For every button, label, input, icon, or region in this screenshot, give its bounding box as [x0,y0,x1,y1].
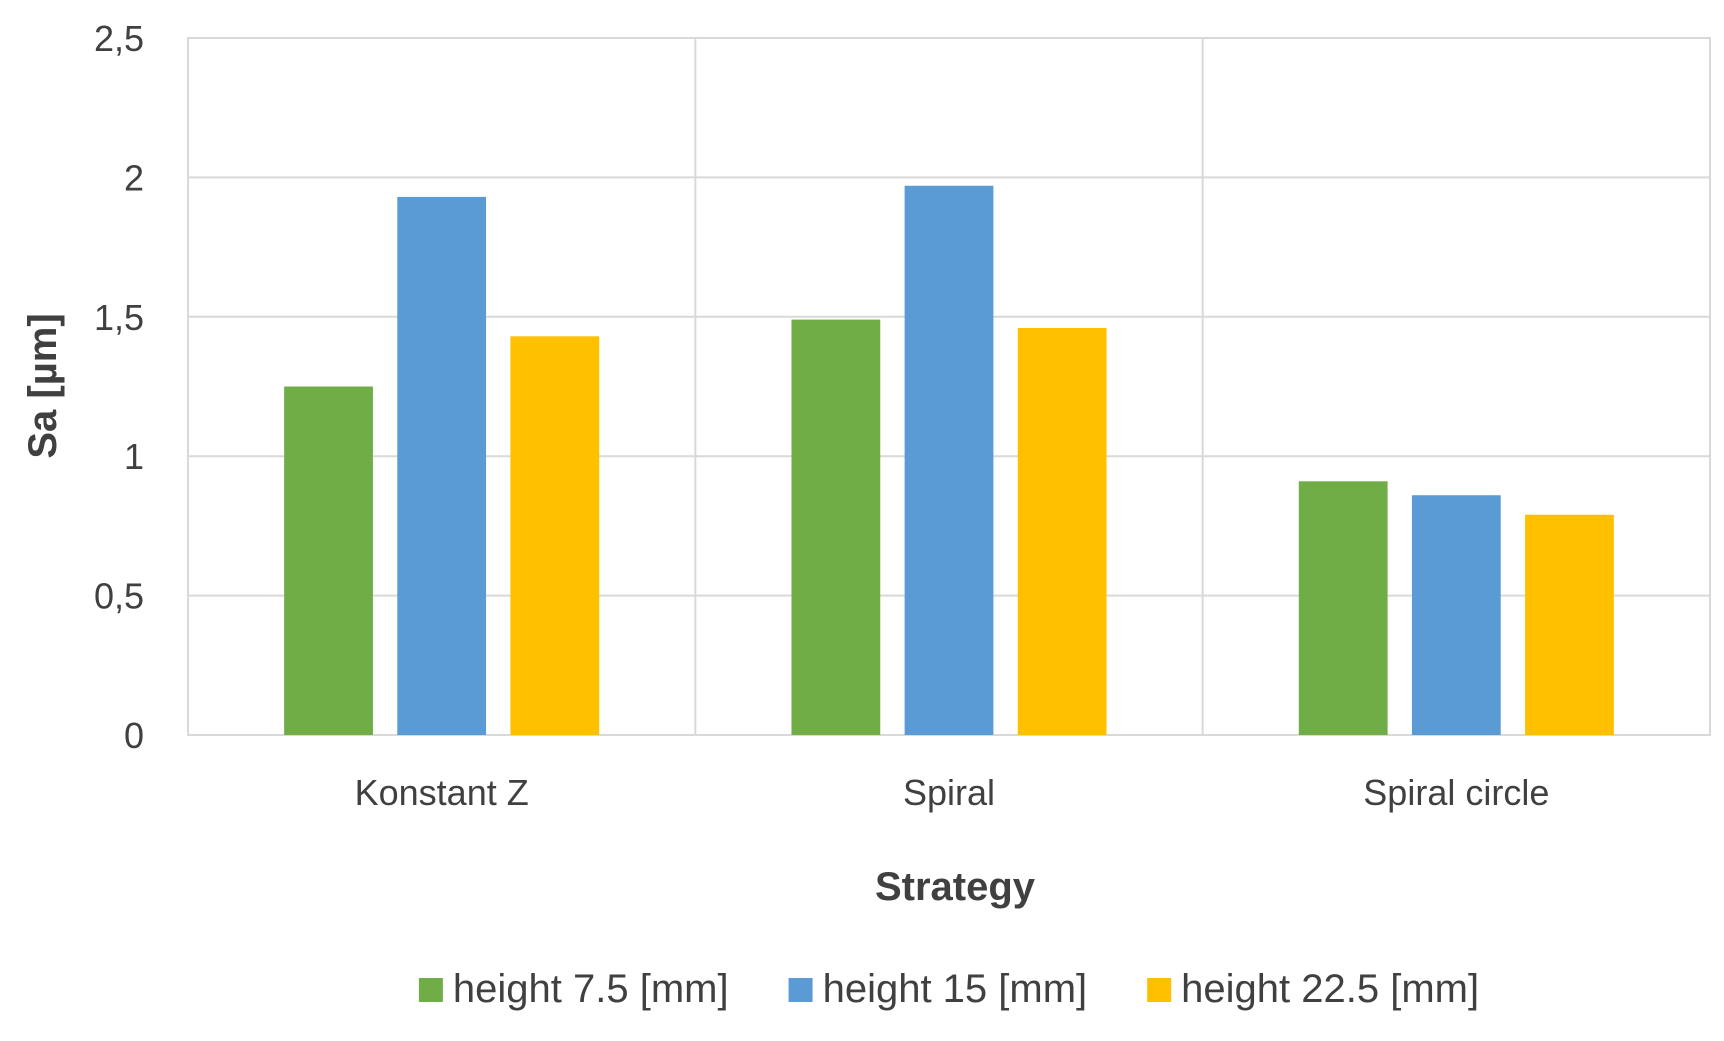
x-tick-label: Konstant Z [355,772,529,813]
bar [1411,495,1501,735]
legend-item: height 15 [mm] [788,967,1088,1011]
y-tick-label: 0,5 [94,576,144,617]
y-tick-label: 0 [124,715,144,756]
y-tick-label: 2 [124,157,144,198]
legend-label: height 22.5 [mm] [1181,967,1479,1011]
bar [284,386,373,735]
y-tick-label: 1,5 [94,297,144,338]
x-tick-label: Spiral [903,772,995,813]
y-tick-label: 1 [124,436,144,477]
y-tick-label: 2,5 [94,18,144,59]
legend-swatch [788,978,813,1002]
bar [510,336,600,735]
bars-layer [284,185,1614,735]
legend-label: height 7.5 [mm] [453,967,729,1011]
bar [791,319,881,735]
legend-label: height 15 [mm] [823,967,1088,1011]
legend: height 7.5 [mm] height 15 [mm] height 22.5… [418,967,1479,1011]
legend-item: height 7.5 [mm] [418,967,729,1011]
x-axis-ticks: Konstant Z Spiral Spiral circle [355,772,1550,813]
bar [904,185,994,735]
y-axis-title: Sa [µm] [21,313,65,458]
legend-swatch [418,978,443,1002]
x-axis-title: Strategy [875,865,1036,909]
y-axis-ticks: 0 0,5 1 1,5 2 2,5 [94,18,144,756]
bar [1525,514,1614,735]
bar [397,196,487,735]
legend-item: height 22.5 [mm] [1147,967,1479,1011]
x-tick-label: Spiral circle [1363,772,1549,813]
bar [1017,327,1107,735]
legend-swatch [1147,978,1172,1002]
bar [1298,481,1388,735]
